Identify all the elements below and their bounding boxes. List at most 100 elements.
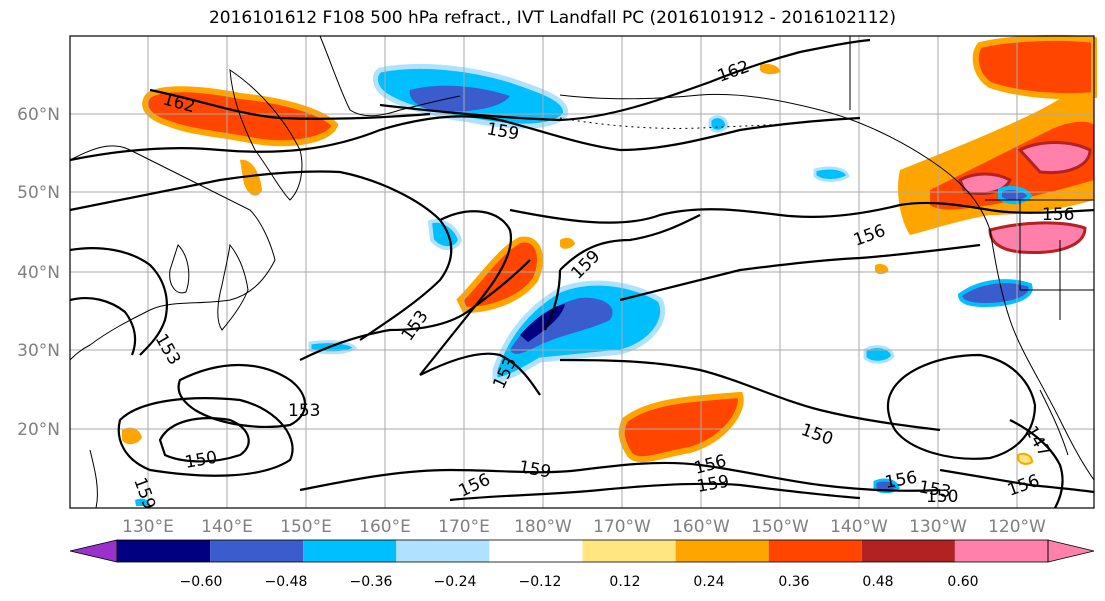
shading-negative-east-1 [957, 279, 1033, 308]
contour-south-1 [299, 461, 941, 492]
colorbar-under-extension [69, 539, 118, 563]
shading-negative-subtropical [492, 280, 666, 383]
lon-label-170w: 170°W [593, 517, 651, 537]
colorbar-bin [768, 540, 862, 562]
shading-positive-central-pacific [618, 391, 744, 463]
coast-siberia [319, 35, 461, 117]
colorbar-tick: 0.60 [947, 574, 978, 590]
coast-korea [169, 244, 190, 294]
lon-label-170e: 170°E [438, 517, 490, 537]
colorbar-frame [116, 539, 1049, 563]
coast-kamchatka [229, 69, 303, 201]
shading-negative-subtropical-core [510, 297, 613, 354]
contour-147 [1009, 419, 1064, 509]
contour-swirl [177, 364, 306, 428]
coastlines [69, 35, 1095, 509]
shading-positive-pink-2 [958, 172, 1012, 195]
lon-label-130w: 130°W [909, 517, 967, 537]
coast-japan [217, 243, 249, 331]
lat-label-40n: 40°N [17, 263, 60, 283]
lon-label-140e: 140°E [201, 517, 253, 537]
coast-alaska [559, 93, 1095, 481]
contour-ring-1 [886, 353, 1037, 460]
colorbar-tick: −0.60 [180, 574, 223, 590]
colorbar-bin [954, 540, 1048, 562]
shading-positive-pink-1 [1017, 141, 1092, 175]
colorbar: −0.60 −0.48 −0.36 −0.24 −0.12 0.12 0.24 … [69, 539, 1095, 590]
contour-ring-2 [158, 417, 250, 463]
lon-label-130e: 130°E [122, 517, 174, 537]
coast-state-lines [1019, 200, 1094, 320]
contour-150-east [559, 358, 941, 432]
contour-159-midlat [544, 214, 701, 331]
colorbar-tick: 0.48 [862, 574, 893, 590]
lon-label-160w: 160°W [672, 517, 730, 537]
shading-negative-small-6 [135, 498, 150, 506]
contour-west-2 [69, 296, 137, 356]
contour-ring-3 [117, 397, 294, 477]
contour-156-main [69, 170, 1095, 376]
lat-label-50n: 50°N [17, 183, 60, 203]
contour-west-1 [69, 247, 168, 356]
shading-positive-dateline [456, 236, 543, 314]
colorbar-bin [396, 540, 490, 562]
contour-159-north [69, 115, 861, 162]
shading-negative-small-4 [708, 115, 729, 133]
shading-positive-small-3 [760, 63, 780, 75]
colorbar-bin [675, 540, 769, 562]
contour-south-2 [449, 482, 861, 502]
contour-153-east [619, 243, 981, 302]
lat-label-20n: 20°N [17, 420, 60, 440]
shading-negative-bering-core [409, 85, 510, 112]
shading-positive-small-1 [122, 427, 142, 445]
colorbar-bins [69, 539, 1095, 563]
colorbar-tick: 0.12 [609, 574, 640, 590]
lon-label-160e: 160°E [359, 517, 411, 537]
lat-label-60n: 60°N [17, 105, 60, 125]
colorbar-tick: −0.36 [350, 574, 393, 590]
lon-label-120w: 120°W [988, 517, 1046, 537]
contour-label: 150 [926, 487, 958, 507]
colorbar-tick: −0.24 [434, 574, 477, 590]
shading-positive-pink-west-coast [988, 221, 1087, 255]
coast-philippines [89, 449, 98, 509]
shading-positive-small-2 [560, 237, 575, 249]
colorbar-bin [582, 540, 676, 562]
colorbar-tick: 0.36 [778, 574, 809, 590]
lon-label-140w: 140°W [830, 517, 888, 537]
colorbar-over-extension [1047, 539, 1095, 563]
ivt-shading-layer [122, 34, 1097, 506]
shading-positive-small-5 [1017, 452, 1034, 465]
longitude-labels: 130°E 140°E 150°E 160°E 170°E 180°W 170°… [122, 517, 1046, 537]
colorbar-bin [861, 540, 955, 562]
contour-label: 153 [288, 401, 320, 421]
coast-aleutians [559, 117, 811, 129]
colorbar-bin [117, 540, 211, 562]
colorbar-ticks: −0.60 −0.48 −0.36 −0.24 −0.12 0.12 0.24 … [180, 574, 979, 590]
colorbar-bin [303, 540, 397, 562]
colorbar-tick: −0.12 [519, 574, 562, 590]
lon-label-180w: 180°W [514, 517, 572, 537]
contour-162-north [149, 38, 871, 122]
coast-baja [1039, 389, 1069, 456]
latitude-labels: 60°N 50°N 40°N 30°N 20°N [17, 105, 60, 440]
figure-title: 2016101612 F108 500 hPa refract., IVT La… [208, 8, 896, 28]
shading-negative-small-1 [863, 345, 895, 364]
colorbar-bin [210, 540, 304, 562]
contour-label: 156 [1042, 205, 1074, 225]
shading-positive-canada [972, 34, 1097, 100]
shading-negative-small-3 [813, 166, 850, 182]
contour-lower-east [939, 468, 1095, 494]
coast-asia [69, 145, 276, 361]
shading-positive-japan-sea [240, 159, 262, 196]
colorbar-tick: −0.48 [265, 574, 308, 590]
contour-153-center [299, 259, 541, 396]
lon-label-150e: 150°E [280, 517, 332, 537]
refractivity-contours [69, 38, 1095, 509]
graticule [70, 36, 1094, 508]
colorbar-tick: 0.24 [693, 574, 724, 590]
map-frame [69, 35, 1095, 509]
lat-label-30n: 30°N [17, 341, 60, 361]
